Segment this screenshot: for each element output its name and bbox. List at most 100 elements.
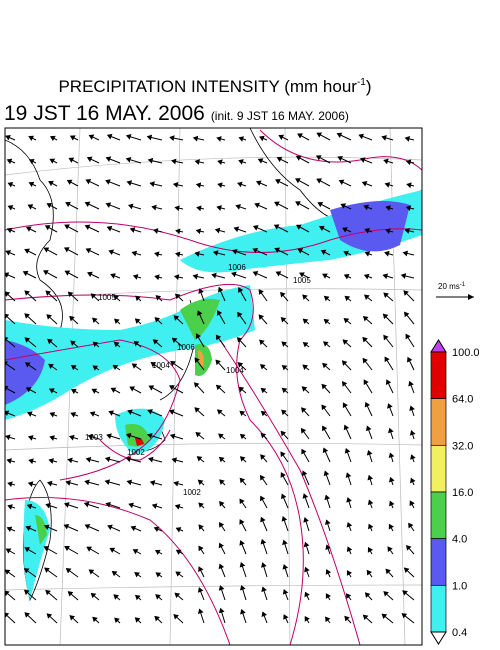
wind-head [149,480,156,486]
wind-head [170,361,176,367]
wind-head [169,433,176,440]
wind-head [131,250,138,257]
wind-head [405,205,412,212]
wind-head [5,250,12,256]
wind-head [363,204,369,211]
wind-head [69,135,76,141]
wind-head [83,501,90,508]
wind-head [231,271,237,278]
wind-head [216,136,222,142]
wind-head [325,569,332,575]
wind-head [214,227,221,234]
wind-head [42,270,49,276]
wind-head [382,273,389,280]
wind-head [112,364,119,371]
wind-head [5,434,11,441]
wind-head [280,451,286,458]
wind-head [89,411,96,417]
colorbar-segment [430,491,447,540]
wind-head [5,410,10,416]
wind-head [384,250,390,257]
wind-head [23,568,30,574]
wind-head [192,273,198,280]
wind-head [362,336,368,343]
wind-head [325,544,331,550]
wind-head [238,136,245,142]
wind-head [404,311,410,318]
wind-head [409,405,415,411]
wind-head [403,567,410,573]
wind-head [364,251,371,257]
wind-head [304,616,310,622]
wind-head [218,522,225,528]
wind-head [404,136,411,142]
colorbar-label: 1.0 [452,580,467,592]
wind-head [259,364,266,370]
wind-head [47,338,53,345]
wind-head [303,517,309,523]
wind-head [70,388,77,395]
wind-head [28,458,34,465]
title-sup: -1 [357,77,366,88]
scale-label: 20 ms-1 [438,282,466,291]
colorbar-label: 64.0 [452,394,473,406]
wind-head [403,290,409,296]
wind-head [5,569,11,575]
wind-head [336,132,343,138]
wind-head [324,519,331,525]
wind-head [133,340,140,347]
wind-head [70,365,77,371]
wind-head [260,432,267,439]
wind-head [217,182,223,189]
wind-head [197,479,204,486]
wind-head [341,381,348,387]
wind-head [155,594,161,600]
wind-head [24,337,31,343]
wind-head [105,156,112,162]
wind-head [346,546,353,553]
colorbar-segment [430,444,447,493]
map: 1006 1005 1005 1006 1004 1004 1003 1002 1002 [5,128,422,645]
wind-head [105,179,111,185]
wind-head [90,592,97,599]
wind-head [155,295,162,301]
wind-head [70,412,77,418]
wind-vectors [5,132,416,624]
wind-head [48,180,54,187]
wind-head [409,430,416,436]
wind-head [239,561,246,568]
wind-head [6,526,13,533]
wind-head [299,272,305,278]
colorbar-segment [430,538,447,586]
wind-head [215,334,222,341]
wind-head [104,479,111,486]
wind-head [125,134,132,140]
wind-head [49,135,56,142]
wind-head [407,356,413,363]
wind-head [175,549,182,555]
map-frame [4,127,423,646]
wind-head [218,607,225,614]
wind-head [387,403,393,409]
wind-head [235,204,241,210]
wind-head [110,387,117,393]
wind-head [280,430,287,437]
wind-head [84,479,90,486]
wind-head [172,182,179,188]
wind-head [28,158,35,165]
wind-head [105,202,112,208]
wind-head [366,569,372,576]
wind-head [322,425,328,432]
wind-head [126,479,133,486]
wind-head [238,287,244,293]
wind-head [216,205,222,211]
init-time: (init. 9 JST 16 MAY. 2006) [211,109,349,123]
wind-head [109,547,116,553]
wind-head [239,584,246,591]
wind-head [400,273,407,279]
wind-head [154,317,161,323]
wind-head [304,591,310,598]
wind-head [302,493,309,499]
wind-head [198,524,204,530]
wind-head [273,224,280,230]
